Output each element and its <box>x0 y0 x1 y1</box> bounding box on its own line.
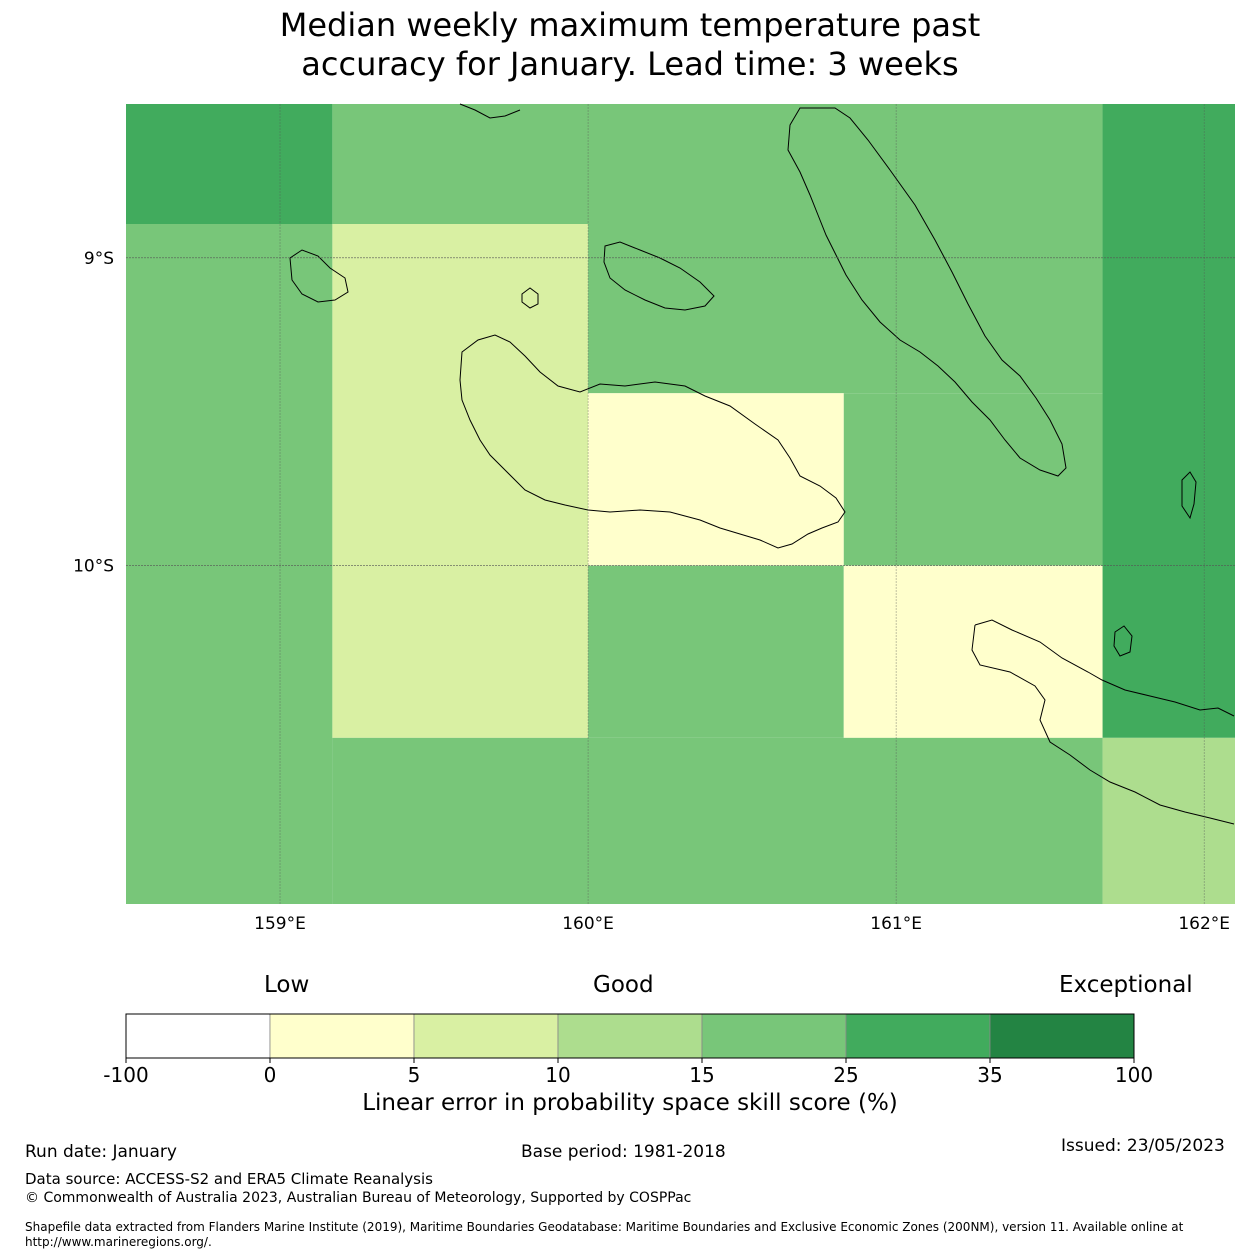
colorbar-tick-label: 5 <box>408 1063 421 1087</box>
skill-cell-12 <box>1102 737 1235 904</box>
coastline-ulawa <box>1113 625 1133 657</box>
skill-cell-4 <box>332 224 589 738</box>
colorbar-segment-5 <box>845 1013 991 1059</box>
colorbar-segment-1 <box>269 1013 415 1059</box>
lat-tick-label: 10°S <box>73 557 114 577</box>
coastline-north-islets <box>459 103 521 119</box>
shapefile-credit: Shapefile data extracted from Flanders M… <box>25 1220 1184 1249</box>
lon-tick-label: 159°E <box>254 914 306 934</box>
colorbar-segment-2 <box>413 1013 559 1059</box>
coastline-malaita <box>787 107 1067 477</box>
colorbar-outline <box>125 1013 1135 1059</box>
skill-cell-9 <box>588 565 844 738</box>
colorbar-segment-0 <box>125 1013 271 1059</box>
graticule <box>126 104 1235 904</box>
issued-date: Issued: 23/05/2023 <box>1061 1136 1225 1156</box>
colorbar-tick-label: 100 <box>1115 1063 1153 1087</box>
skill-cell-8 <box>1102 224 1235 738</box>
skill-cell-6 <box>588 393 844 566</box>
coastline-savo-island <box>521 287 539 309</box>
colorbar-segment-4 <box>701 1013 847 1059</box>
colorbar-tick-label: 0 <box>264 1063 277 1087</box>
coastline-russell-islands <box>289 249 349 303</box>
lat-tick-label: 9°S <box>84 249 114 269</box>
copyright: © Commonwealth of Australia 2023, Austra… <box>25 1190 692 1206</box>
colorbar-tick-label: 10 <box>545 1063 570 1087</box>
coastline-florida-islands <box>603 241 715 311</box>
colorbar-segment-3 <box>557 1013 703 1059</box>
lon-tick-label: 162°E <box>1178 914 1230 934</box>
map-title-line-1: Median weekly maximum temperature past <box>279 6 981 44</box>
skill-cell-11 <box>332 737 1103 904</box>
colorbar-tick-label: 15 <box>689 1063 714 1087</box>
skill-cell-5 <box>588 224 1103 394</box>
colorbar-category-exceptional: Exceptional <box>1059 972 1193 998</box>
skill-cell-1 <box>332 104 1103 224</box>
coastline-guadalcanal <box>459 334 846 549</box>
colorbar-category-low: Low <box>264 972 310 998</box>
base-period: Base period: 1981-2018 <box>521 1142 726 1162</box>
axis-tick-labels: 9°S 10°S 159°E 160°E 161°E 162°E <box>73 249 1230 934</box>
colorbar-category-good: Good <box>593 972 654 998</box>
lon-tick-label: 160°E <box>562 914 614 934</box>
skill-cell-7 <box>843 393 1103 566</box>
coastlines <box>289 103 1235 825</box>
colorbar-segment-6 <box>989 1013 1135 1059</box>
data-source: Data source: ACCESS-S2 and ERA5 Climate … <box>25 1170 433 1188</box>
run-date: Run date: January <box>25 1142 177 1162</box>
lon-tick-label: 161°E <box>870 914 922 934</box>
skill-cell-0 <box>126 104 333 224</box>
colorbar: -100 0 5 10 15 25 35 100 <box>103 1013 1153 1087</box>
skill-grid-cells <box>126 104 1235 904</box>
coastline-makira <box>974 619 1235 717</box>
colorbar-label: Linear error in probability space skill … <box>362 1090 898 1116</box>
map-title: Median weekly maximum temperature past a… <box>0 6 1260 84</box>
coastline-makira-south <box>971 624 1235 825</box>
colorbar-tick-label: 35 <box>977 1063 1002 1087</box>
coastline-small-island-east <box>1181 471 1197 520</box>
skill-cell-3 <box>126 224 333 904</box>
colorbar-tick-label: 25 <box>833 1063 858 1087</box>
map-title-line-2: accuracy for January. Lead time: 3 weeks <box>301 45 959 83</box>
skill-cell-2 <box>1102 104 1235 224</box>
colorbar-tick-label: -100 <box>103 1063 148 1087</box>
